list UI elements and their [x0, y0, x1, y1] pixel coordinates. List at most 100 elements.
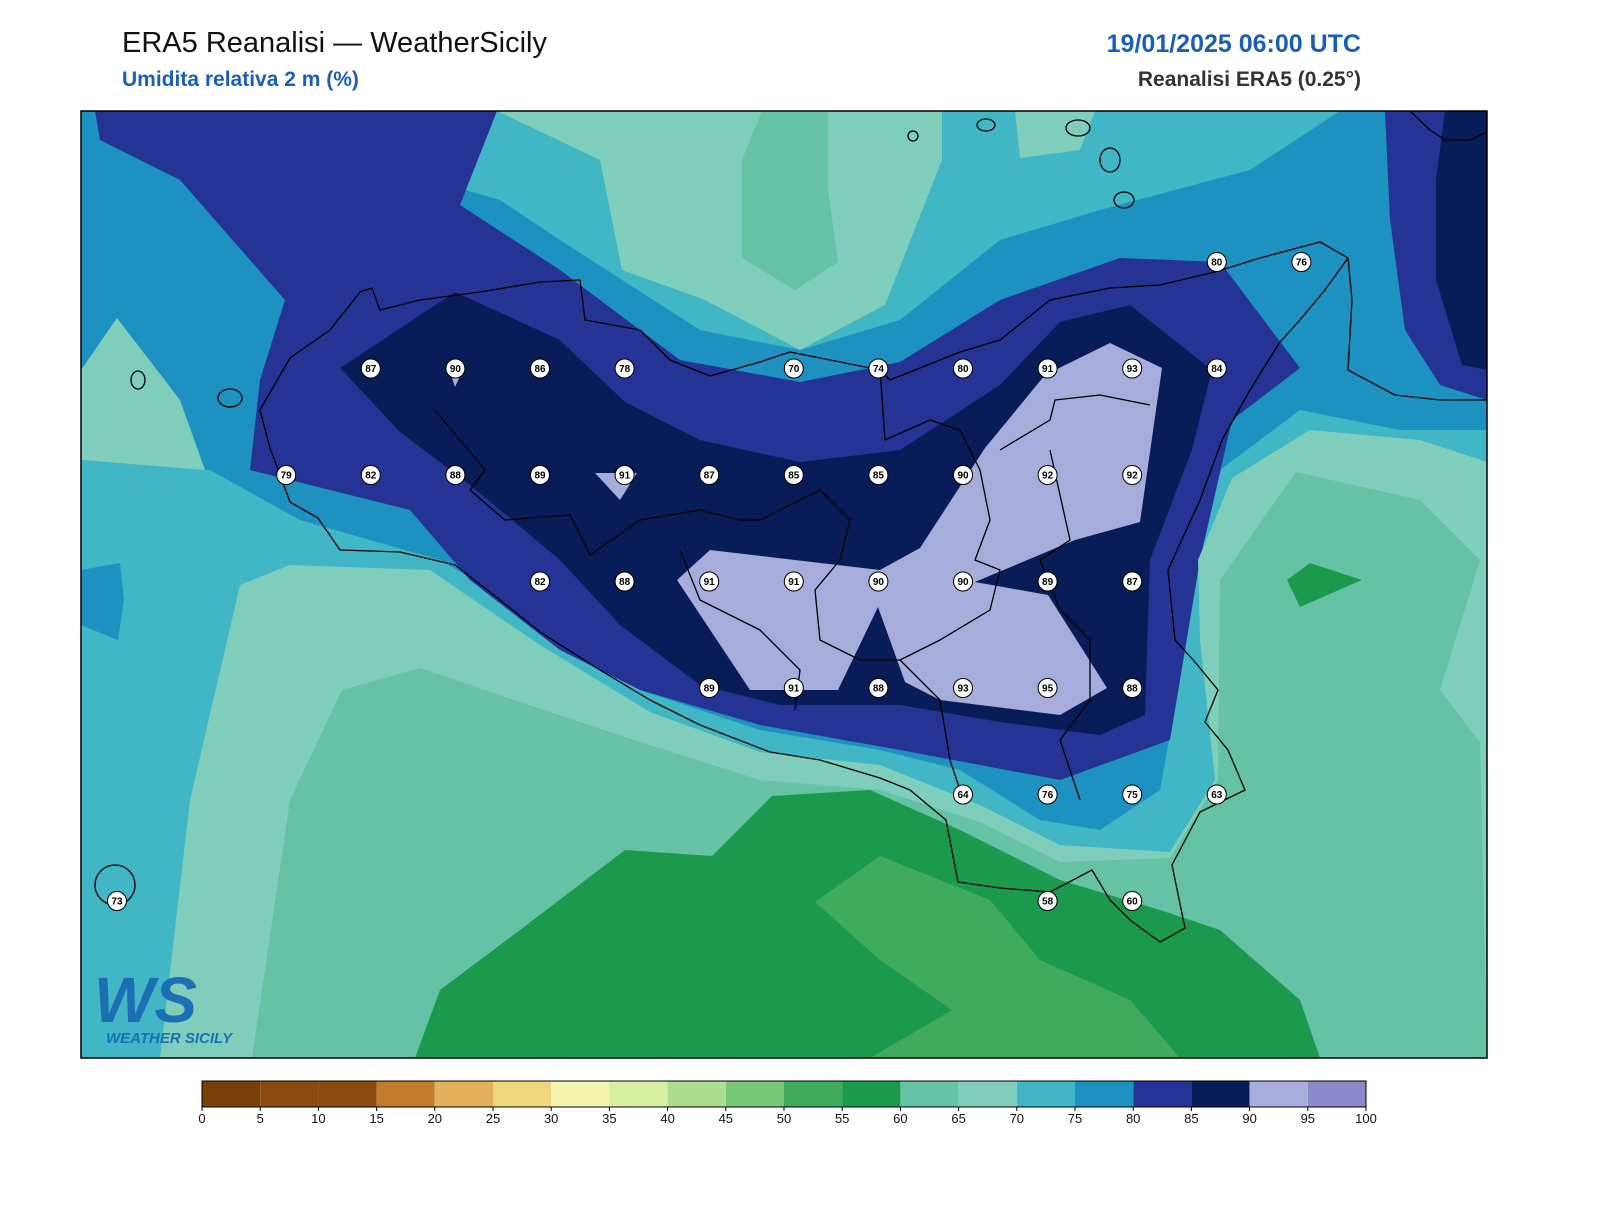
colorbar-segment — [1249, 1081, 1308, 1107]
station-marker — [953, 571, 973, 592]
contour — [677, 343, 1162, 715]
station-marker — [1122, 465, 1143, 485]
colorbar-tick-label: 55 — [835, 1111, 849, 1126]
station-value: 88 — [450, 471, 462, 482]
colorbar-tick-label: 35 — [602, 1111, 616, 1126]
station-marker — [1291, 252, 1312, 272]
colorbar-tick-label: 95 — [1301, 1111, 1315, 1126]
station-marker — [953, 678, 973, 698]
station-value: 78 — [619, 364, 631, 375]
contour — [1015, 111, 1095, 158]
source: Reanalisi ERA5 (0.25°) — [1138, 68, 1361, 91]
contour — [1440, 610, 1487, 745]
island — [1099, 147, 1121, 173]
station-value: 82 — [365, 471, 377, 482]
colorbar-tick-label: 85 — [1184, 1111, 1198, 1126]
colorbar-segment — [1075, 1081, 1134, 1107]
station-marker — [1122, 891, 1143, 911]
station-value: 93 — [957, 684, 969, 695]
colorbar-segment — [1016, 1081, 1075, 1107]
map-frame — [80, 110, 1488, 1059]
logo-name: WEATHER SICILY — [106, 1030, 234, 1047]
stations: 80 76 87 90 86 78 70 74 80 91 93 84 79 82 88 89 91 87 85 85… — [107, 252, 1312, 911]
colorbar-tick-label: 65 — [951, 1111, 965, 1126]
colorbar-tick-label: 80 — [1126, 1111, 1140, 1126]
colorbar-segment — [1307, 1081, 1366, 1107]
colorbar-tick-label: 5 — [257, 1111, 264, 1126]
station-value: 86 — [534, 364, 546, 375]
station-value: 58 — [1042, 897, 1054, 908]
island — [1065, 119, 1091, 137]
station-marker — [276, 465, 297, 485]
subtitle: Umidita relativa 2 m (%) — [122, 68, 359, 91]
title: ERA5 Reanalisi — WeatherSicily — [122, 27, 547, 59]
logo: WS WEATHER SICILY — [94, 964, 234, 1047]
station-value: 85 — [873, 471, 885, 482]
station-marker — [360, 465, 381, 485]
coastline — [259, 241, 1349, 943]
station-marker — [868, 465, 889, 485]
station-value: 88 — [619, 577, 631, 588]
station-value: 91 — [619, 471, 631, 482]
station-marker — [1037, 358, 1058, 379]
station-marker — [1037, 784, 1058, 805]
station-value: 88 — [1127, 684, 1139, 695]
station-value: 79 — [281, 471, 293, 482]
station-value: 91 — [704, 577, 716, 588]
island — [976, 118, 996, 132]
contour — [497, 111, 942, 350]
contour — [81, 563, 124, 640]
station-marker — [1122, 358, 1143, 379]
station-marker — [360, 358, 381, 379]
colorbar-tick-label: 15 — [369, 1111, 383, 1126]
island — [1113, 191, 1135, 209]
station-marker — [614, 571, 635, 592]
station-value: 63 — [1211, 790, 1223, 801]
station-marker — [953, 465, 973, 485]
colorbar-segment — [609, 1081, 668, 1107]
colorbar-segment — [842, 1081, 901, 1107]
colorbar-tick-label: 40 — [660, 1111, 674, 1126]
station-marker — [1037, 465, 1058, 485]
station-value: 84 — [1211, 364, 1223, 375]
station-value: 80 — [1211, 258, 1223, 269]
station-value: 85 — [788, 471, 800, 482]
station-value: 90 — [873, 577, 885, 588]
station-value: 76 — [1042, 790, 1054, 801]
island — [130, 370, 146, 390]
station-marker — [1206, 358, 1227, 379]
colorbar-segment — [318, 1081, 377, 1107]
station-marker — [868, 678, 889, 698]
station-value: 64 — [957, 790, 969, 801]
coastline — [1347, 257, 1487, 401]
colorbar-segment — [376, 1081, 435, 1107]
station-value: 95 — [1042, 684, 1054, 695]
station-value: 70 — [788, 364, 800, 375]
colorbar-tick-label: 100 — [1355, 1111, 1377, 1126]
contour — [1436, 111, 1487, 370]
colorbar: 0 5 10 15 20 25 30 35 40 45 50 55 60 65 70 75 80 85 90 95 10… — [198, 1080, 1377, 1126]
station-value: 89 — [1042, 577, 1054, 588]
map: 80 76 87 90 86 78 70 74 80 91 93 84 79 82 88 89 91 87 85 85… — [81, 111, 1487, 1058]
station-marker — [1122, 784, 1143, 805]
station-value: 60 — [1127, 897, 1139, 908]
station-marker — [783, 571, 804, 592]
station-value: 88 — [873, 684, 885, 695]
colorbar-tick-label: 10 — [311, 1111, 325, 1126]
station-value: 76 — [1296, 258, 1308, 269]
colorbar-segment — [1133, 1081, 1192, 1107]
station-marker — [953, 358, 973, 379]
station-value: 90 — [450, 364, 462, 375]
station-marker — [614, 358, 635, 379]
station-marker — [530, 358, 550, 379]
station-value: 80 — [957, 364, 969, 375]
station-value: 91 — [788, 577, 800, 588]
station-marker — [1206, 252, 1227, 272]
station-marker — [530, 571, 550, 592]
contour — [81, 318, 205, 470]
station-value: 90 — [957, 577, 969, 588]
station-marker — [953, 784, 973, 805]
station-value: 87 — [1127, 577, 1139, 588]
station-marker — [699, 571, 720, 592]
